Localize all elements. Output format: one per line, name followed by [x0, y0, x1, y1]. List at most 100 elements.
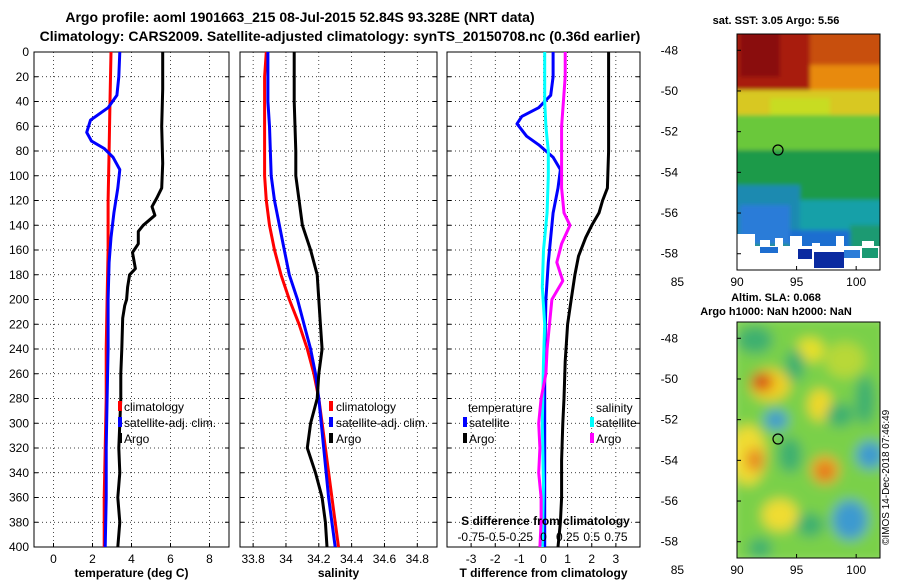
figure-title-line1: Argo profile: aoml 1901663_215 08-Jul-20… — [65, 9, 534, 25]
y-tick-label: 400 — [9, 540, 29, 554]
s-axis-label: S difference from climatology — [461, 514, 630, 528]
map-y-tick-label: -58 — [661, 535, 679, 549]
y-tick-label: 340 — [9, 466, 29, 480]
s-tick-label: 0 — [540, 530, 547, 544]
sla-map-axes: 85 90 95 100 -48 -50 -52 -54 -56 -58 — [661, 331, 867, 577]
x-tick-label: 0 — [540, 552, 547, 566]
y-tick-label: 160 — [9, 243, 29, 257]
map-y-tick-label: -56 — [661, 494, 679, 508]
map-y-tick-label: -54 — [661, 165, 679, 179]
series-line-argo — [292, 52, 329, 548]
sst-map-frame — [736, 33, 881, 271]
y-tick-label: 100 — [9, 169, 29, 183]
series-line-satellite — [266, 52, 337, 548]
map-y-tick-label: -48 — [661, 43, 679, 57]
argo-position-marker — [772, 433, 784, 445]
x-tick-label: 34.4 — [340, 552, 364, 566]
map-x-tick-label: 90 — [730, 563, 744, 577]
sla-map-frame — [736, 321, 881, 559]
legend-swatch-climatology — [329, 401, 333, 411]
s-tick-label: 0.25 — [556, 530, 580, 544]
legend-heading-temperature: temperature — [468, 401, 533, 415]
map-y-tick-label: -50 — [661, 372, 679, 386]
map-x-tick-label: 95 — [790, 275, 804, 289]
map-x-tick-label: 100 — [846, 275, 866, 289]
argo-position-marker — [772, 144, 784, 156]
legend-swatch-argo — [329, 433, 333, 443]
imos-timestamp: ©IMOS 14-Dec-2018 07:46:49 — [881, 409, 892, 545]
x-tick-label: 6 — [167, 552, 174, 566]
legend-swatch-argo — [118, 433, 122, 443]
temperature-panel: 0204060801001201401601802002202402602803… — [9, 45, 230, 580]
y-tick-label: 220 — [9, 317, 29, 331]
legend-swatch-climatology — [118, 401, 122, 411]
series-line-t_argo — [556, 52, 611, 548]
y-tick-label: 40 — [16, 95, 30, 109]
sla-map: 85 90 95 100 -48 -50 -52 -54 -56 -58 — [661, 321, 881, 577]
s-tick-label: -0.5 — [485, 530, 506, 544]
salinity-legend: climatology satellite-adj. clim. Argo — [329, 400, 428, 446]
sla-map-title-line2: Argo h1000: NaN h2000: NaN — [700, 306, 852, 318]
x-axis-label: temperature (deg C) — [74, 566, 188, 580]
map-x-tick-label: 85 — [671, 275, 685, 289]
map-y-tick-label: -52 — [661, 125, 679, 139]
y-tick-label: 140 — [9, 218, 29, 232]
y-tick-label: 0 — [22, 45, 29, 59]
x-tick-label: -3 — [466, 552, 477, 566]
x-tick-label: 33.8 — [241, 552, 265, 566]
map-x-tick-label: 85 — [671, 563, 685, 577]
series-line-satellite — [85, 51, 122, 548]
x-tick-label: 0 — [50, 552, 57, 566]
legend-swatch-satellite — [329, 417, 333, 427]
x-axis-label: salinity — [318, 566, 360, 580]
series-line-s_satellite — [540, 52, 550, 548]
legend-label-argo: Argo — [124, 432, 150, 446]
legend-label-satellite: satellite-adj. clim. — [124, 416, 216, 430]
x-tick-label: -2 — [490, 552, 501, 566]
x-axis-label: T difference from climatology — [459, 566, 627, 580]
y-tick-label: 360 — [9, 491, 29, 505]
x-tick-label: 2 — [588, 552, 595, 566]
legend-label-climatology: climatology — [336, 400, 396, 414]
x-tick-label: 2 — [89, 552, 96, 566]
y-tick-label: 80 — [16, 144, 30, 158]
x-tick-label: 34.6 — [373, 552, 397, 566]
x-tick-label: 34.2 — [307, 552, 331, 566]
legend-swatch-s-satellite — [590, 417, 594, 427]
y-tick-label: 240 — [9, 342, 29, 356]
series-line-s_argo — [537, 52, 572, 548]
s-tick-label: 0.5 — [583, 530, 600, 544]
x-tick-label: 4 — [128, 552, 135, 566]
map-y-tick-label: -58 — [661, 247, 679, 261]
legend-label-t-argo: Argo — [469, 432, 495, 446]
x-tick-label: 8 — [206, 552, 213, 566]
map-y-tick-label: -52 — [661, 413, 679, 427]
legend-label-climatology: climatology — [124, 400, 184, 414]
map-y-tick-label: -48 — [661, 331, 679, 345]
x-tick-label: 34 — [279, 552, 293, 566]
y-tick-label: 120 — [9, 194, 29, 208]
map-y-tick-label: -54 — [661, 453, 679, 467]
x-tick-label: 34.8 — [406, 552, 430, 566]
s-tick-label: 0.75 — [604, 530, 628, 544]
legend-swatch-t-argo — [463, 433, 467, 443]
legend-heading-salinity: salinity — [596, 401, 633, 415]
legend-swatch-t-satellite — [463, 417, 467, 427]
y-tick-label: 20 — [16, 70, 30, 84]
y-tick-label: 320 — [9, 441, 29, 455]
map-y-tick-label: -56 — [661, 206, 679, 220]
legend-label-argo: Argo — [336, 432, 362, 446]
sla-map-image — [737, 322, 880, 558]
map-x-tick-label: 95 — [790, 563, 804, 577]
difference-legend: temperature satellite Argo salinity sate… — [463, 401, 637, 446]
x-tick-label: -1 — [514, 552, 525, 566]
sst-map-axes: 85 90 95 100 -48 -50 -52 -54 -56 -58 — [661, 43, 867, 289]
map-x-tick-label: 90 — [730, 275, 744, 289]
salinity-panel: 33.8 34 34.2 34.4 34.6 34.8 salinity — [239, 51, 438, 580]
x-tick-label: 3 — [613, 552, 620, 566]
y-tick-label: 300 — [9, 416, 29, 430]
sst-map-image — [737, 34, 880, 270]
legend-swatch-s-argo — [590, 433, 594, 443]
figure-title-line2: Climatology: CARS2009. Satellite-adjuste… — [40, 28, 641, 44]
